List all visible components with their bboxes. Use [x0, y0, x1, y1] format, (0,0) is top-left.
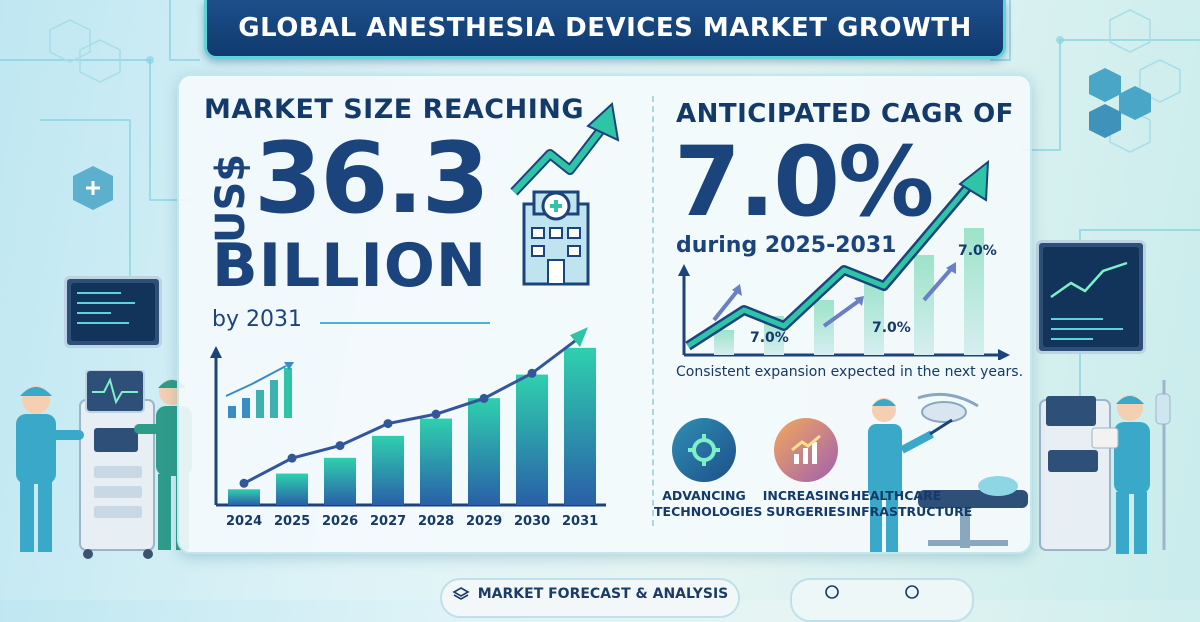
hospital-growth-illustration: [510, 102, 620, 286]
layers-icon: [452, 587, 470, 600]
market-size-value: 36.3: [254, 122, 490, 236]
hospital-icon: [522, 190, 590, 286]
year-underline: [320, 322, 490, 324]
trend-point-2025: [287, 453, 297, 463]
cagr-growth-chart: [678, 159, 1010, 360]
gear-icon: [672, 418, 736, 482]
right-wall-monitor: [1036, 240, 1146, 354]
trend-point-2024: [239, 478, 249, 488]
bar-2026: [324, 457, 356, 505]
trend-point-2026: [335, 441, 345, 451]
market-size-unit: BILLION: [212, 231, 488, 301]
year-label-2028: 2028: [418, 514, 455, 529]
year-label-2026: 2026: [322, 514, 359, 529]
left-surgeons-illustration: [16, 370, 192, 559]
year-label-2031: 2031: [562, 514, 599, 529]
footer-label: MARKET FORECAST & ANALYSIS: [477, 586, 729, 602]
bar-2025: [276, 473, 308, 505]
section-divider: [652, 96, 654, 526]
bar-2028: [420, 418, 452, 505]
trend-point-2029: [479, 393, 489, 403]
right-nurse-illustration: [1039, 380, 1171, 554]
year-label-2027: 2027: [370, 514, 407, 529]
user-icon: [825, 585, 919, 599]
page-title: GLOBAL ANESTHESIA DEVICES MARKET GROWTH: [238, 13, 972, 43]
footer-pill: MARKET FORECAST & ANALYSIS: [440, 578, 740, 618]
title-banner: GLOBAL ANESTHESIA DEVICES MARKET GROWTH: [204, 0, 1006, 59]
feature-label: HEALTHCARE INFRASTRUCTURE: [846, 488, 973, 519]
bar-2029: [468, 398, 500, 505]
growth-chart-icon: [774, 418, 838, 482]
bar-2027: [372, 435, 404, 505]
market-size-heading: MARKET SIZE REACHING: [204, 94, 584, 125]
feature-healthcare-infrastructure: HEALTHCARE INFRASTRUCTURE: [846, 418, 973, 519]
cagr-value: 7.0%: [674, 126, 934, 238]
currency-label: US$: [208, 153, 254, 243]
bar-2030: [516, 374, 548, 505]
feature-label: INCREASING SURGERIES: [762, 488, 850, 519]
trend-point-2027: [383, 419, 393, 429]
trend-point-2028: [431, 409, 441, 419]
cagr-chart-label-3: 7.0%: [958, 243, 997, 259]
code-lines-graphic: [77, 292, 135, 324]
feature-advancing-technologies: ADVANCING TECHNOLOGIES: [654, 418, 763, 519]
trend-point-2030: [527, 368, 537, 378]
cagr-heading: ANTICIPATED CAGR OF: [676, 99, 1014, 129]
surgeon-operating-illustration: [868, 392, 1028, 552]
bar-2031: [564, 347, 596, 505]
trend-arrow-head: [570, 327, 588, 348]
year-label-2024: 2024: [226, 514, 263, 529]
bar-2024: [228, 489, 260, 505]
year-label-2030: 2030: [514, 514, 551, 529]
cagr-chart-label-2: 7.0%: [872, 320, 911, 336]
footer-icon-strip: [790, 578, 974, 622]
left-wall-monitor: [64, 276, 162, 348]
cagr-chart-label-1: 7.0%: [750, 330, 789, 346]
year-label-2025: 2025: [274, 514, 311, 529]
year-label-2029: 2029: [466, 514, 503, 529]
market-size-year: by 2031: [212, 307, 302, 332]
feature-label: ADVANCING TECHNOLOGIES: [654, 488, 763, 519]
cagr-period: during 2025-2031: [676, 233, 897, 258]
feature-increasing-surgeries: INCREASING SURGERIES: [756, 418, 856, 519]
mini-bar-chart-icon: [225, 362, 294, 418]
cagr-caption: Consistent expansion expected in the nex…: [676, 364, 1024, 380]
trend-monitor-graphic: [1050, 261, 1128, 340]
market-bar-chart: [210, 327, 606, 507]
